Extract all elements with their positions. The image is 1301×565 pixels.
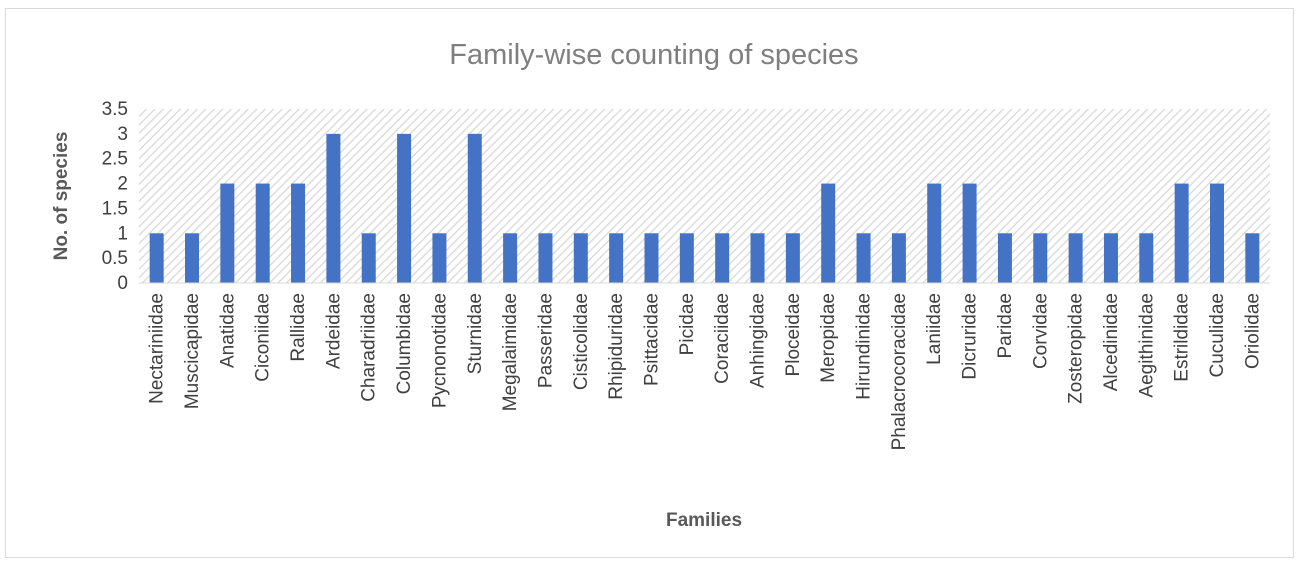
- x-tick-label: Ciconiidae: [253, 293, 274, 382]
- x-tick-label: Rhipiduridae: [606, 293, 627, 400]
- x-tick-label: Dicruridae: [960, 293, 981, 380]
- x-tick-label: Psittacidae: [641, 293, 662, 386]
- x-tick-label: Columbidae: [394, 293, 415, 394]
- y-tick-label: 0: [117, 273, 128, 294]
- bar: [1174, 183, 1189, 283]
- bar: [185, 233, 200, 283]
- bar: [1068, 233, 1083, 283]
- bar: [397, 133, 412, 283]
- y-tick-label: 1: [117, 223, 128, 244]
- x-tick-label: Pycnonotidae: [429, 293, 450, 408]
- x-tick-label: Estrildidae: [1172, 293, 1193, 382]
- x-tick-label: Oriolidae: [1242, 293, 1263, 369]
- x-axis-title: Families: [666, 510, 742, 531]
- x-tick-label: Muscicapidae: [182, 293, 203, 409]
- x-tick-label: Charadriidae: [359, 293, 380, 402]
- bar: [927, 183, 942, 283]
- bar: [785, 233, 800, 283]
- bars: [149, 133, 1260, 283]
- y-tick-label: 2: [117, 174, 128, 195]
- bar: [220, 183, 235, 283]
- x-tick-label: Anatidae: [217, 293, 238, 368]
- y-tick-label: 1.5: [102, 198, 128, 219]
- x-tick-label: Cisticolidae: [571, 293, 592, 390]
- x-tick-label: Paridae: [995, 293, 1016, 359]
- bar: [573, 233, 588, 283]
- x-tick-label: Ploceidae: [783, 293, 804, 376]
- x-tick-label: Ardeidae: [323, 293, 344, 369]
- bar: [821, 183, 836, 283]
- bar: [432, 233, 447, 283]
- x-tick-label: Passeridae: [535, 293, 556, 388]
- x-tick-label: Aegithinidae: [1136, 293, 1157, 398]
- bar: [326, 133, 341, 283]
- x-tick-label: Megalaimidae: [500, 293, 521, 411]
- bar: [715, 233, 730, 283]
- x-tick-label: Coraciidae: [712, 293, 733, 384]
- bar: [255, 183, 270, 283]
- bar: [149, 233, 164, 283]
- x-tick-label: Meropidae: [818, 293, 839, 383]
- bar: [1245, 233, 1260, 283]
- bar: [361, 233, 376, 283]
- chart-title: Family-wise counting of species: [449, 39, 858, 71]
- x-tick-label: Sturnidae: [465, 293, 486, 374]
- y-axis-ticks: 0 0.5 1 1.5 2 2.5 3 3.5: [102, 99, 128, 294]
- bar: [609, 233, 624, 283]
- bar: [538, 233, 553, 283]
- x-tick-label: Nectariniidae: [147, 293, 168, 404]
- bar: [644, 233, 659, 283]
- plot-area: [139, 109, 1270, 283]
- y-tick-label: 3.5: [102, 99, 128, 120]
- x-tick-label: Hirundinidae: [854, 293, 875, 400]
- x-tick-label: Picidae: [677, 293, 698, 355]
- bar: [291, 183, 306, 283]
- x-axis-ticks: Nectariniidae Muscicapidae Anatidae Ciconii…: [147, 293, 1264, 450]
- bar: [856, 233, 871, 283]
- bar: [962, 183, 977, 283]
- bar: [891, 233, 906, 283]
- x-tick-label: Cuculidae: [1207, 293, 1228, 378]
- bar: [1033, 233, 1048, 283]
- x-tick-label: Anhingidae: [748, 293, 769, 388]
- x-tick-label: Alcedinidae: [1101, 293, 1122, 391]
- bar: [1209, 183, 1224, 283]
- bar: [750, 233, 765, 283]
- bar: [503, 233, 518, 283]
- y-tick-label: 0.5: [102, 248, 128, 269]
- bar: [997, 233, 1012, 283]
- bar: [467, 133, 482, 283]
- x-tick-label: Corvidae: [1030, 293, 1051, 369]
- bar: [679, 233, 694, 283]
- x-tick-label: Laniidae: [924, 293, 945, 365]
- x-tick-label: Phalacrocoracidae: [889, 293, 910, 450]
- x-tick-label: Zosteropidae: [1066, 293, 1087, 404]
- y-tick-label: 2.5: [102, 149, 128, 170]
- bar: [1139, 233, 1154, 283]
- x-tick-label: Rallidae: [288, 293, 309, 362]
- y-axis-title: No. of species: [51, 132, 72, 261]
- bar: [1103, 233, 1118, 283]
- y-tick-label: 3: [117, 124, 128, 145]
